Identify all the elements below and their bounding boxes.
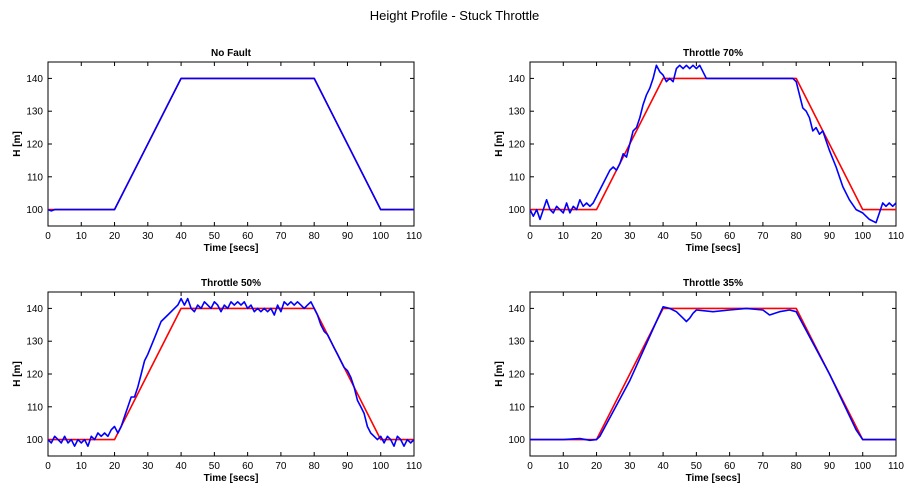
series-line-actual: [530, 305, 896, 442]
x-tick-label: 0: [45, 461, 51, 472]
series-line-actual: [48, 77, 414, 212]
x-axis-label: Time [secs]: [204, 243, 259, 254]
y-tick-label: 140: [26, 74, 43, 85]
y-tick-label: 100: [508, 435, 525, 446]
x-tick-label: 10: [76, 461, 88, 472]
x-tick-label: 80: [309, 231, 321, 242]
subplot-title: No Fault: [211, 48, 252, 59]
x-axis-label: Time [secs]: [686, 473, 741, 484]
x-tick-label: 110: [406, 461, 422, 472]
figure-title: Height Profile - Stuck Throttle: [369, 8, 540, 23]
x-tick-label: 0: [527, 231, 533, 242]
y-tick-label: 110: [509, 172, 525, 183]
y-tick-label: 110: [27, 402, 43, 413]
series-line-actual: [48, 297, 414, 448]
x-tick-label: 10: [558, 461, 570, 472]
x-tick-label: 50: [209, 231, 221, 242]
x-tick-label: 60: [242, 231, 254, 242]
y-tick-label: 120: [26, 140, 43, 151]
y-tick-label: 110: [27, 172, 43, 183]
y-tick-label: 130: [508, 107, 525, 118]
x-tick-label: 30: [624, 231, 636, 242]
subplot-2: 0 10 20 30 40 50 60 70 80 90 100 110 100 110 120 130 140…: [494, 48, 904, 254]
y-tick-label: 130: [26, 107, 43, 118]
x-tick-label: 60: [724, 231, 736, 242]
y-tick-label: 140: [26, 304, 43, 315]
x-tick-label: 90: [342, 461, 354, 472]
y-tick-label: 100: [26, 435, 43, 446]
x-tick-label: 40: [658, 231, 670, 242]
x-tick-label: 60: [724, 461, 736, 472]
y-tick-label: 130: [508, 337, 525, 348]
x-tick-label: 50: [691, 461, 703, 472]
subplot-title: Throttle 70%: [683, 48, 743, 59]
x-tick-label: 20: [591, 231, 603, 242]
x-tick-label: 20: [591, 461, 603, 472]
x-tick-label: 80: [791, 461, 803, 472]
x-tick-label: 110: [888, 231, 904, 242]
x-tick-label: 70: [757, 231, 769, 242]
x-axis-label: Time [secs]: [686, 243, 741, 254]
y-axis-label: H [m]: [12, 361, 23, 387]
subplot-title: Throttle 50%: [201, 278, 261, 289]
x-tick-label: 40: [658, 461, 670, 472]
subplot-3: 0 10 20 30 40 50 60 70 80 90 100 110 100 110 120 130 140…: [12, 278, 422, 484]
y-tick-label: 120: [508, 140, 525, 151]
x-tick-label: 90: [824, 231, 836, 242]
series-line-actual: [530, 64, 896, 224]
x-tick-label: 40: [176, 231, 188, 242]
x-tick-label: 100: [372, 461, 389, 472]
plot-area: [529, 291, 897, 457]
subplot-4: 0 10 20 30 40 50 60 70 80 90 100 110 100 110 120 130 140…: [494, 278, 904, 484]
x-tick-label: 100: [854, 231, 871, 242]
x-tick-label: 40: [176, 461, 188, 472]
x-tick-label: 20: [109, 461, 121, 472]
y-axis-label: H [m]: [12, 131, 23, 157]
x-tick-label: 70: [275, 461, 287, 472]
x-axis-label: Time [secs]: [204, 473, 259, 484]
y-tick-label: 120: [26, 370, 43, 381]
x-tick-label: 50: [209, 461, 221, 472]
x-tick-label: 100: [372, 231, 389, 242]
x-tick-label: 100: [854, 461, 871, 472]
x-tick-label: 90: [342, 231, 354, 242]
x-tick-label: 90: [824, 461, 836, 472]
x-tick-label: 80: [309, 461, 321, 472]
x-tick-label: 0: [45, 231, 51, 242]
x-tick-label: 10: [558, 231, 570, 242]
x-tick-label: 30: [142, 461, 154, 472]
plot-area: [529, 61, 897, 227]
plot-area: [47, 291, 415, 457]
x-tick-label: 80: [791, 231, 803, 242]
x-tick-label: 70: [275, 231, 287, 242]
y-tick-label: 100: [508, 205, 525, 216]
y-tick-label: 140: [508, 74, 525, 85]
plot-area: [47, 61, 415, 227]
x-tick-label: 70: [757, 461, 769, 472]
y-tick-label: 120: [508, 370, 525, 381]
x-tick-label: 50: [691, 231, 703, 242]
x-tick-label: 10: [76, 231, 88, 242]
x-tick-label: 60: [242, 461, 254, 472]
y-axis-label: H [m]: [494, 361, 505, 387]
x-tick-label: 110: [406, 231, 422, 242]
x-tick-label: 30: [142, 231, 154, 242]
x-tick-label: 0: [527, 461, 533, 472]
x-tick-label: 110: [888, 461, 904, 472]
y-axis-label: H [m]: [494, 131, 505, 157]
x-tick-label: 30: [624, 461, 636, 472]
y-tick-label: 140: [508, 304, 525, 315]
subplot-1: 0 10 20 30 40 50 60 70 80 90 100 110 100 110 120 130 140…: [12, 48, 422, 254]
y-tick-label: 130: [26, 337, 43, 348]
x-tick-label: 20: [109, 231, 121, 242]
y-tick-label: 110: [509, 402, 525, 413]
subplot-title: Throttle 35%: [683, 278, 743, 289]
y-tick-label: 100: [26, 205, 43, 216]
